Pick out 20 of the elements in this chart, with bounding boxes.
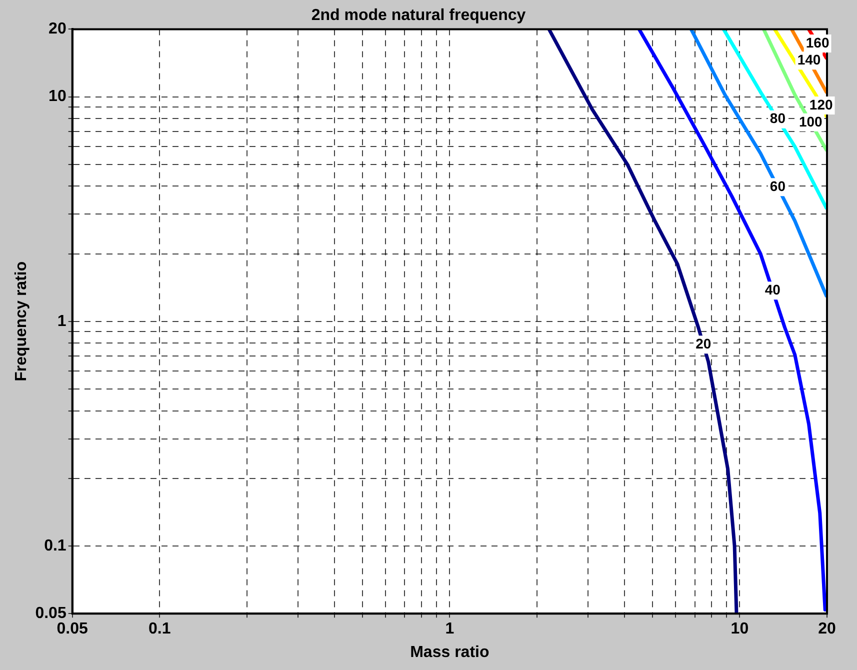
y-tick-label: 0.1 [44, 537, 66, 554]
x-tick-label: 1 [445, 620, 454, 638]
y-tick-label: 10 [48, 88, 66, 106]
x-tick-label: 20 [818, 620, 836, 638]
y-tick-label: 0.05 [35, 605, 66, 622]
x-axis-title: Mass ratio [410, 644, 490, 661]
series-label: 160 [806, 34, 830, 50]
series-label: 20 [696, 336, 712, 352]
series-label: 80 [770, 110, 786, 126]
series-label: 120 [809, 96, 833, 112]
y-tick-label: 1 [57, 312, 66, 330]
y-axis-title: Frequency ratio [13, 261, 30, 382]
series-label: 60 [770, 178, 786, 194]
x-tick-label: 0.1 [148, 620, 171, 638]
series-label: 40 [764, 281, 781, 298]
y-tick-label: 20 [48, 20, 66, 38]
series-label: 140 [797, 51, 821, 68]
chart-title: 2nd mode natural frequency [311, 7, 526, 24]
series-label: 100 [798, 113, 823, 130]
x-tick-label: 10 [730, 620, 749, 638]
